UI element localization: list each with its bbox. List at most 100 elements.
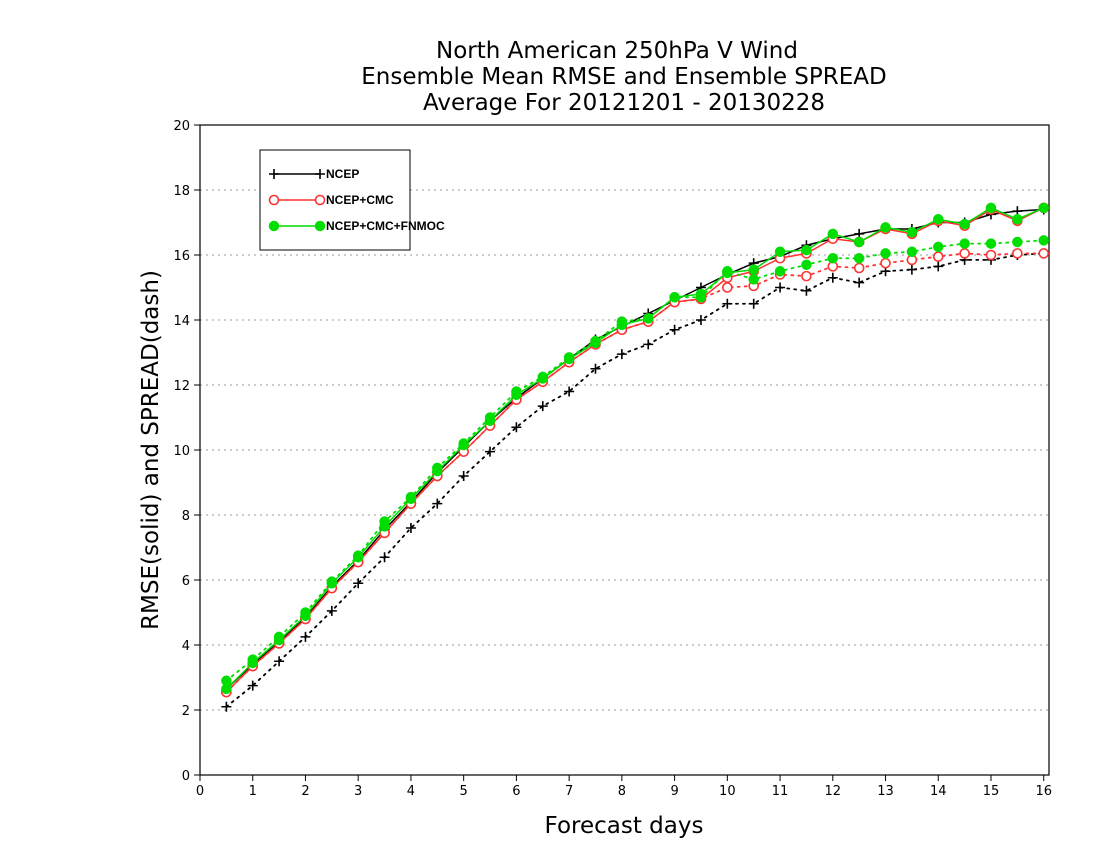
- spread-point-ncep-2: [274, 656, 285, 667]
- spread-point-ncep-11: [511, 422, 522, 433]
- rmse-point-ncep-cmc-fnmoc-29: [985, 202, 997, 214]
- spread-point-ncep-9: [458, 471, 469, 481]
- spread-point-ncep-23: [827, 272, 838, 283]
- rmse-point-ncep-cmc-fnmoc-26: [906, 227, 918, 238]
- spread-point-ncep-15: [616, 349, 627, 360]
- legend-label-ncep-cmc: NCEP+CMC: [326, 193, 394, 207]
- spread-point-ncep-21: [775, 282, 786, 293]
- y-tick-label-4: 4: [182, 639, 190, 654]
- y-axis-label: RMSE(solid) and SPREAD(dash): [138, 270, 164, 630]
- spread-point-ncep-cmc-fnmoc-21: [774, 266, 786, 277]
- x-tick-label-2: 2: [301, 784, 309, 799]
- rmse-line-ncep-cmc-fnmoc: [225, 207, 1045, 690]
- rmse-point-ncep-cmc-fnmoc-3: [300, 610, 311, 621]
- rmse-point-ncep-cmc-fnmoc-17: [669, 292, 680, 303]
- x-tick-label-16: 16: [1035, 784, 1052, 799]
- rmse-point-ncep-cmc-fnmoc-4: [326, 578, 338, 589]
- x-tick-label-0: 0: [196, 784, 204, 799]
- rmse-point-ncep-cmc-fnmoc-16: [642, 313, 654, 324]
- spread-point-ncep-10: [485, 446, 496, 457]
- x-tick-label-11: 11: [772, 784, 789, 799]
- x-tick-label-14: 14: [930, 784, 947, 799]
- rmse-point-ncep-cmc-fnmoc-7: [405, 493, 417, 504]
- rmse-point-ncep-cmc-fnmoc-31: [1038, 202, 1049, 214]
- legend: NCEP NCEP+CMC NCEP+CMC+FNMOC: [259, 149, 445, 251]
- spread-point-ncep-6: [379, 552, 390, 563]
- y-tick-label-14: 14: [173, 314, 190, 329]
- y-tick-label-2: 2: [182, 704, 190, 719]
- rmse-point-ncep-cmc-fnmoc-18: [695, 288, 707, 300]
- x-tick-label-8: 8: [618, 784, 626, 799]
- spread-point-ncep-cmc-fnmoc-23: [827, 253, 839, 264]
- spread-point-ncep-13: [564, 386, 575, 397]
- spread-point-ncep-cmc-fnmoc-24: [853, 253, 865, 264]
- spread-point-ncep-cmc-24: [853, 262, 865, 274]
- spread-point-ncep-8: [432, 498, 443, 509]
- spread-point-ncep-18: [695, 315, 706, 325]
- legend-label-ncep: NCEP: [326, 167, 359, 181]
- spread-point-ncep-cmc-27: [932, 251, 944, 262]
- axes: [194, 124, 1050, 781]
- rmse-point-ncep-cmc-fnmoc-15: [616, 319, 628, 331]
- rmse-point-ncep-cmc-fnmoc-13: [563, 353, 575, 365]
- x-tick-label-9: 9: [670, 784, 678, 799]
- x-tick-label-3: 3: [354, 784, 362, 799]
- rmse-point-ncep-cmc-fnmoc-28: [959, 218, 970, 230]
- x-tick-label-4: 4: [407, 784, 415, 799]
- rmse-point-ncep-cmc-fnmoc-21: [774, 246, 786, 257]
- spread-point-ncep-cmc-fnmoc-27: [933, 241, 944, 253]
- y-tick-label-20: 20: [173, 119, 190, 134]
- x-tick-label-5: 5: [460, 784, 468, 799]
- spread-point-ncep-cmc-22: [801, 270, 812, 282]
- x-tick-label-6: 6: [512, 784, 520, 799]
- chart-title-line-1: North American 250hPa V Wind: [436, 38, 798, 64]
- y-tick-label-8: 8: [182, 509, 190, 524]
- spread-point-ncep-cmc-fnmoc-20: [748, 274, 759, 285]
- spread-point-ncep-cmc-fnmoc-22: [801, 259, 812, 270]
- spread-point-ncep-5: [353, 578, 364, 589]
- x-tick-label-10: 10: [719, 784, 736, 799]
- x-tick-label-12: 12: [825, 784, 842, 799]
- legend-marker-end-ncep-cmc-fnmoc: [314, 220, 326, 232]
- y-tick-label-6: 6: [182, 574, 190, 589]
- legend-marker-end-ncep: [315, 169, 325, 179]
- y-tick-label-0: 0: [182, 769, 190, 784]
- spread-point-ncep-cmc-29: [985, 249, 997, 261]
- rmse-point-ncep-cmc-fnmoc-1: [247, 657, 258, 669]
- rmse-point-ncep-cmc-fnmoc-12: [537, 373, 549, 384]
- legend-marker-start-ncep: [269, 169, 279, 179]
- y-tick-label-10: 10: [173, 444, 190, 459]
- rmse-point-ncep-cmc-fnmoc-25: [880, 222, 891, 233]
- y-tick-label-12: 12: [173, 379, 190, 394]
- spread-point-ncep-cmc-fnmoc-30: [1012, 236, 1023, 248]
- rmse-point-ncep-cmc-fnmoc-24: [853, 236, 865, 248]
- y-tick-label-16: 16: [173, 249, 190, 264]
- x-tick-label-15: 15: [983, 784, 1000, 799]
- spread-point-ncep-cmc-25: [880, 257, 891, 269]
- spread-point-ncep-cmc-fnmoc-28: [959, 238, 970, 249]
- x-tick-label-7: 7: [565, 784, 573, 799]
- spread-point-ncep-cmc-30: [1012, 248, 1023, 259]
- spread-point-ncep-1: [247, 680, 258, 691]
- spread-point-ncep-20: [748, 298, 759, 309]
- spread-point-ncep-14: [590, 363, 601, 374]
- rmse-point-ncep-cmc-fnmoc-10: [484, 415, 496, 426]
- spread-point-ncep-cmc-28: [959, 248, 970, 259]
- spread-point-ncep-24: [854, 277, 865, 288]
- legend-marker-start-ncep-cmc-fnmoc: [268, 220, 280, 232]
- chart-title-line-3: Average For 20121201 - 20130228: [423, 90, 825, 116]
- spread-point-ncep-12: [537, 401, 548, 412]
- spread-point-ncep-27: [933, 261, 944, 272]
- legend-label-ncep-cmc-fnmoc: NCEP+CMC+FNMOC: [326, 219, 445, 233]
- spread-point-ncep-cmc-fnmoc-31: [1038, 235, 1049, 246]
- rmse-point-ncep-cmc-fnmoc-22: [801, 244, 812, 256]
- legend-marker-start-ncep-cmc: [268, 194, 280, 206]
- rmse-point-ncep-cmc-fnmoc-8: [432, 465, 443, 477]
- spread-point-ncep-7: [405, 523, 416, 533]
- rmse-point-ncep-cmc-fnmoc-27: [933, 214, 944, 225]
- x-tick-label-1: 1: [249, 784, 257, 799]
- rmse-point-ncep-cmc-fnmoc-19: [722, 267, 733, 279]
- rmse-line-ncep: [225, 208, 1044, 690]
